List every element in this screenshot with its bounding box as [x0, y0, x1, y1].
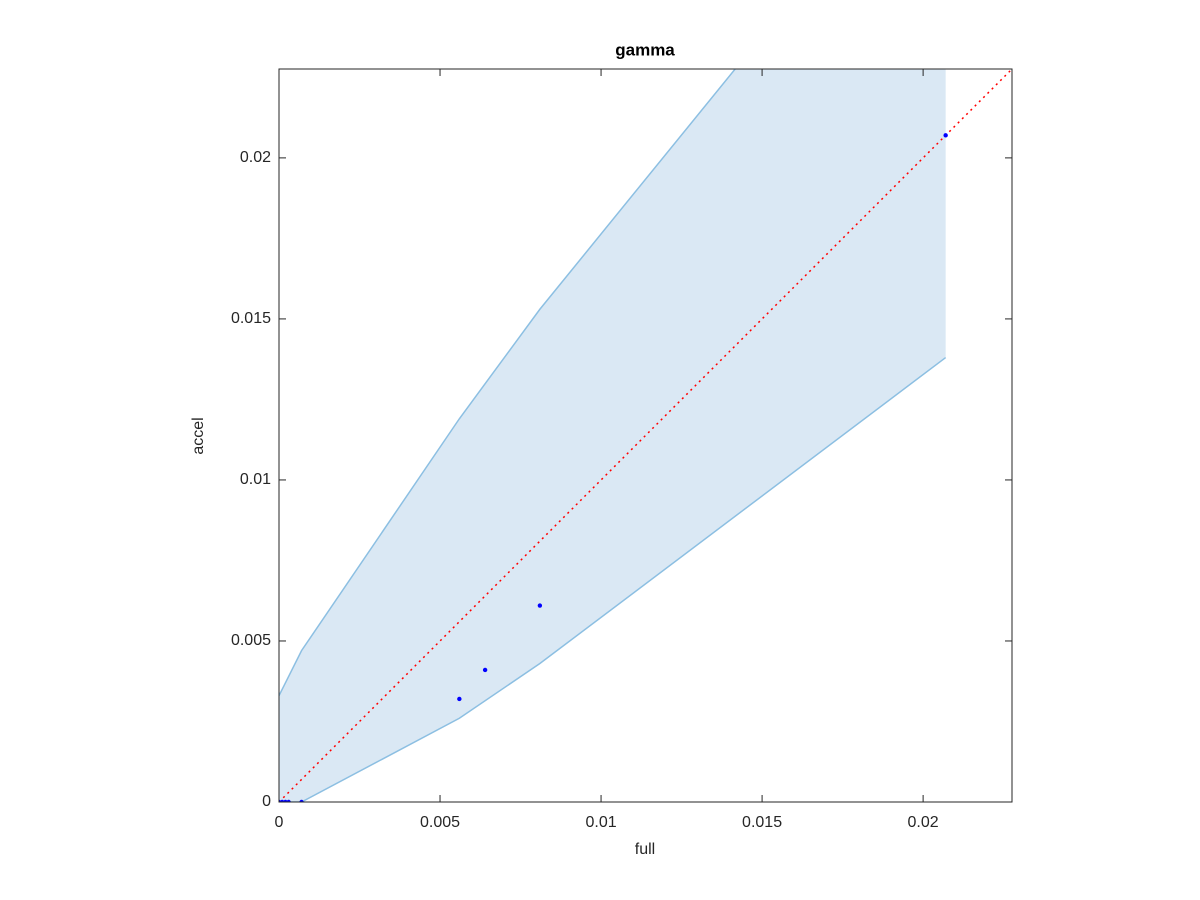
data-point [457, 696, 462, 702]
y-tick-label: 0.02 [240, 149, 271, 166]
plot-area [279, 69, 1012, 802]
axes-box [278, 68, 1013, 803]
y-axis-label: accel [190, 417, 207, 454]
x-tick-label: 0.02 [908, 814, 939, 831]
data-point [943, 133, 948, 138]
x-tick-label: 0.01 [585, 814, 616, 831]
data-point [299, 799, 304, 802]
data-point [286, 799, 291, 802]
data-point [482, 667, 488, 673]
chart-title: gamma [615, 40, 675, 59]
x-tick-label: 0.015 [742, 814, 782, 831]
y-tick-label: 0.015 [231, 310, 271, 327]
y-tick-label: 0 [262, 793, 271, 810]
axes: 0 0.005 0.01 0.015 0.02 0 0.005 0.01 0.015 0.02 [231, 68, 1013, 831]
x-tick-label: 0.005 [420, 814, 460, 831]
y-tick-label: 0.005 [231, 632, 271, 649]
band-edge [279, 356, 947, 802]
x-tick-label: 0 [275, 814, 284, 831]
band-edge [279, 69, 737, 697]
y-tick-label: 0.01 [240, 471, 271, 488]
data-point [537, 603, 543, 608]
confidence-band [279, 69, 946, 802]
x-axis-label: full [635, 841, 655, 858]
